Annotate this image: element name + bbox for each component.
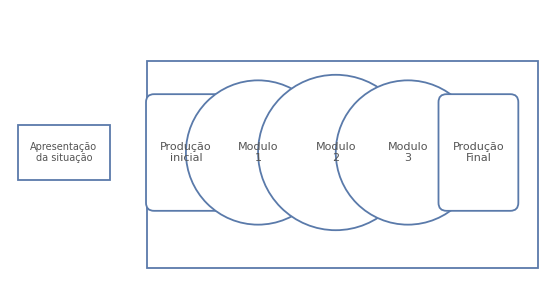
Text: Modulo
1: Modulo 1 <box>238 142 278 163</box>
Bar <box>147 61 538 268</box>
Text: Produção
Final: Produção Final <box>452 142 504 163</box>
Text: Modulo
2: Modulo 2 <box>316 142 356 163</box>
Text: Produção
inicial: Produção inicial <box>160 142 212 163</box>
Text: Modulo
3: Modulo 3 <box>388 142 428 163</box>
Ellipse shape <box>336 80 480 225</box>
Text: Apresentação
da situação: Apresentação da situação <box>31 142 97 163</box>
Ellipse shape <box>258 75 413 230</box>
Ellipse shape <box>186 80 330 225</box>
Bar <box>18 125 110 180</box>
FancyBboxPatch shape <box>438 94 518 211</box>
FancyBboxPatch shape <box>146 94 226 211</box>
